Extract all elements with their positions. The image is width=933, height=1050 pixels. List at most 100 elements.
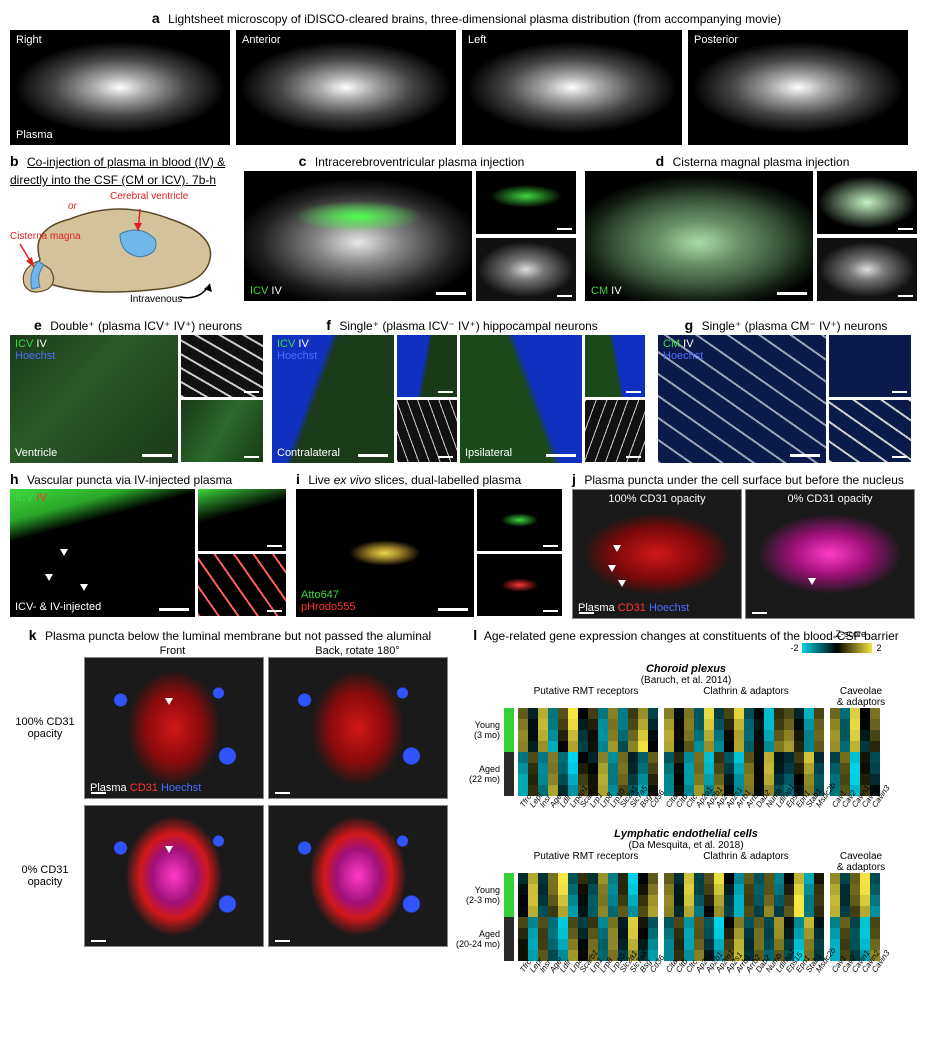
col-label: 0% CD31 opacity — [746, 493, 914, 505]
hm-cell — [588, 763, 598, 774]
inset — [397, 335, 457, 397]
figure: a Lightsheet microscopy of iDISCO-cleare… — [10, 10, 923, 993]
hm-cell — [860, 730, 870, 741]
hm-cell — [548, 730, 558, 741]
panel-h-title: Vascular puncta via IV-injected plasma — [27, 473, 232, 487]
inset — [829, 400, 911, 462]
hm-cell — [528, 719, 538, 730]
hm-cell — [684, 895, 694, 906]
hm-cell — [558, 763, 568, 774]
hm-cell — [528, 774, 538, 785]
hm-cell — [588, 884, 598, 895]
panel-j-0: 0% CD31 opacity — [745, 489, 915, 619]
hm-cell — [578, 741, 588, 752]
panel-a-title: Lightsheet microscopy of iDISCO-cleared … — [168, 12, 781, 26]
panel-c: c Intracerebroventricular plasma injecti… — [244, 153, 579, 309]
hm-cell — [814, 928, 824, 939]
hm-cell — [704, 906, 714, 917]
hm-cell — [684, 708, 694, 719]
hm-cell — [804, 939, 814, 950]
hm-cell — [684, 917, 694, 928]
panel-j-title: Plasma puncta under the cell surface but… — [584, 473, 904, 487]
panel-d-inset1 — [817, 171, 917, 234]
hm-cell — [704, 708, 714, 719]
scalebar-icon — [244, 391, 259, 393]
hm-cell — [814, 741, 824, 752]
hm-cells — [664, 708, 824, 796]
hm-cell — [794, 730, 804, 741]
hm-cell — [638, 774, 648, 785]
hm-cell — [744, 752, 754, 763]
scalebar-icon — [579, 612, 594, 614]
hm-cell — [830, 741, 840, 752]
inset — [829, 335, 911, 397]
panel-h: h Vascular puncta via IV-injected plasma… — [10, 471, 290, 619]
panel-b-title: Co-injection of plasma in blood (IV) & d… — [10, 155, 225, 187]
panel-i-title: Live ex vivo slices, dual-labelled plasm… — [308, 473, 521, 487]
hm-cell — [684, 719, 694, 730]
hm-cell — [744, 873, 754, 884]
hm-citation: (Baruch, et al. 2014) — [456, 675, 916, 686]
hm-cell — [684, 939, 694, 950]
hm-cell — [638, 928, 648, 939]
hm-cell — [538, 884, 548, 895]
hm-cell — [840, 906, 850, 917]
hm-cell — [568, 708, 578, 719]
hm-cell — [714, 719, 724, 730]
hm-cell — [724, 895, 734, 906]
hm-cell — [528, 884, 538, 895]
hm-cell — [704, 774, 714, 785]
hm-cell — [598, 763, 608, 774]
panel-c-inset1 — [476, 171, 576, 234]
hm-cell — [714, 708, 724, 719]
panel-k-title: Plasma puncta below the luminal membrane… — [45, 629, 431, 643]
hm-cell — [548, 719, 558, 730]
hm-cell — [774, 917, 784, 928]
panel-f: f Single⁺ (plasma ICV⁻ IV⁺) hippocampal … — [272, 317, 652, 463]
hm-cell — [870, 884, 880, 895]
hm-cell — [724, 752, 734, 763]
hm-cell — [860, 752, 870, 763]
hm-cell — [774, 708, 784, 719]
hm-cell — [528, 708, 538, 719]
hm-cell — [578, 895, 588, 906]
hm-cells — [830, 708, 880, 796]
inset — [585, 400, 645, 462]
hm-cell — [714, 928, 724, 939]
hm-cell — [588, 752, 598, 763]
hm-cell — [814, 730, 824, 741]
ch: ICV — [15, 492, 33, 504]
scalebar-icon — [91, 940, 106, 942]
lg: Hoechst — [649, 602, 689, 614]
view-label: Anterior — [242, 34, 281, 46]
ch: pHrodo555 — [301, 601, 355, 613]
zlabel: Z-score — [835, 629, 866, 639]
inset — [477, 489, 562, 551]
hm-cell — [518, 741, 528, 752]
hm-cell — [548, 873, 558, 884]
hm-cell — [558, 719, 568, 730]
hm-cell — [734, 939, 744, 950]
hm-cell — [714, 873, 724, 884]
panel-e-main: ICV IV Hoechst Ventricle — [10, 335, 178, 463]
hm-cell — [538, 774, 548, 785]
hm-cell — [648, 708, 658, 719]
hm-cell — [870, 928, 880, 939]
hm-cell — [638, 752, 648, 763]
panel-i-label: i — [296, 471, 300, 487]
hm-cell — [684, 752, 694, 763]
hm-cell — [814, 719, 824, 730]
scalebar-icon — [626, 456, 641, 458]
lg: CD31 — [618, 602, 646, 614]
hm-cell — [674, 906, 684, 917]
hm-cell — [794, 708, 804, 719]
label-cm: Cisterna magna — [10, 231, 81, 242]
hm-cell — [830, 719, 840, 730]
inset — [397, 400, 457, 462]
hm-cell — [618, 917, 628, 928]
hm-cell — [774, 873, 784, 884]
hm-cell — [814, 752, 824, 763]
panel-c-label: c — [299, 153, 307, 169]
hm-cell — [804, 708, 814, 719]
panel-k-cell — [268, 805, 448, 947]
